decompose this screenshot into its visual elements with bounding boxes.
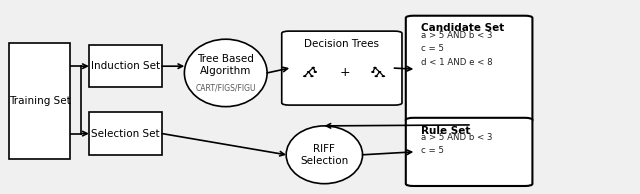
Text: Rule Set: Rule Set	[421, 126, 470, 135]
Text: Candidate Set: Candidate Set	[421, 23, 504, 33]
Ellipse shape	[286, 126, 362, 184]
FancyBboxPatch shape	[89, 112, 162, 155]
Text: +: +	[340, 66, 350, 79]
Text: a > 5 AND b < 3
c = 5: a > 5 AND b < 3 c = 5	[421, 133, 493, 155]
Text: Induction Set: Induction Set	[91, 61, 160, 71]
FancyBboxPatch shape	[406, 118, 532, 186]
FancyBboxPatch shape	[406, 16, 532, 122]
FancyBboxPatch shape	[282, 31, 402, 105]
Text: CART/FIGS/FIGU: CART/FIGS/FIGU	[195, 84, 256, 93]
FancyBboxPatch shape	[89, 45, 162, 87]
Circle shape	[312, 67, 314, 68]
Text: a > 5 AND b < 3
c = 5
d < 1 AND e < 8: a > 5 AND b < 3 c = 5 d < 1 AND e < 8	[421, 31, 493, 67]
Text: RIFF
Selection: RIFF Selection	[300, 144, 349, 166]
Circle shape	[374, 67, 376, 68]
Text: Decision Trees: Decision Trees	[305, 39, 380, 49]
Text: Training Set: Training Set	[9, 96, 70, 106]
Text: Selection Set: Selection Set	[92, 129, 160, 139]
Text: Tree Based
Algorithm: Tree Based Algorithm	[197, 55, 254, 76]
Ellipse shape	[184, 39, 267, 107]
FancyBboxPatch shape	[10, 43, 70, 159]
